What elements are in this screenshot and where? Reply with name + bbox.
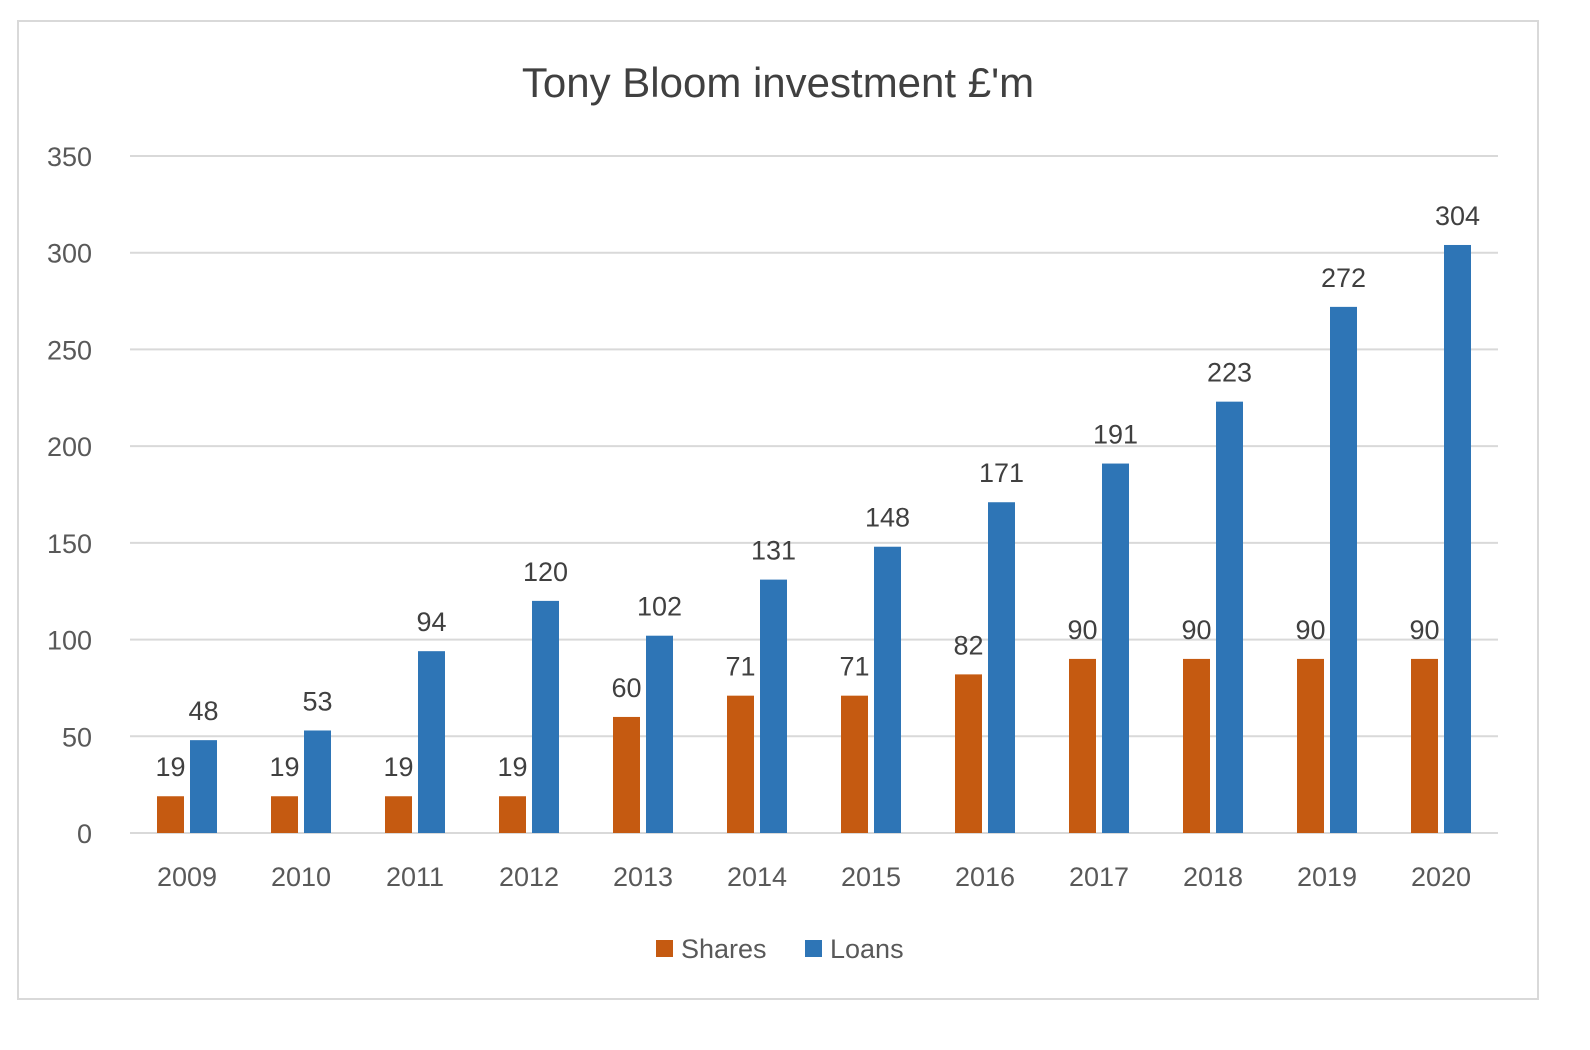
- bar-loans: [1444, 244, 1471, 833]
- data-label: 90: [1295, 615, 1325, 645]
- x-tick-label: 2016: [955, 862, 1015, 892]
- data-label: 102: [637, 592, 682, 622]
- data-label: 19: [155, 752, 185, 782]
- legend-swatch: [656, 940, 673, 957]
- data-label: 148: [865, 503, 910, 533]
- bar-shares: [841, 695, 868, 833]
- data-label: 60: [611, 673, 641, 703]
- bar-loans: [418, 651, 445, 833]
- data-label: 19: [383, 752, 413, 782]
- y-tick-label: 50: [62, 722, 92, 752]
- y-tick-label: 150: [47, 529, 92, 559]
- data-label: 71: [725, 652, 755, 682]
- bar-loans: [1330, 306, 1357, 834]
- y-axis: 0 50 100 150 200 250 300 350: [47, 142, 92, 849]
- bar-loans: [874, 546, 901, 833]
- legend-entry: Shares: [681, 934, 767, 964]
- x-tick-label: 2015: [841, 862, 901, 892]
- bar-shares: [1183, 658, 1210, 833]
- legend-entry: Loans: [830, 934, 904, 964]
- bar-shares: [385, 796, 412, 833]
- y-tick-label: 200: [47, 432, 92, 462]
- bar-shares: [271, 796, 298, 833]
- x-tick-label: 2011: [386, 862, 444, 892]
- bar-shares: [955, 674, 982, 833]
- data-label: 19: [497, 752, 527, 782]
- data-label: 90: [1181, 615, 1211, 645]
- y-tick-label: 350: [47, 142, 92, 172]
- legend-swatch: [805, 940, 822, 957]
- data-label: 120: [523, 557, 568, 587]
- data-label: 94: [416, 607, 446, 637]
- y-tick-label: 100: [47, 626, 92, 656]
- x-tick-label: 2020: [1411, 862, 1471, 892]
- data-label: 53: [302, 686, 332, 716]
- legend: Shares Loans: [656, 934, 904, 964]
- bar-loans: [304, 730, 331, 833]
- data-label: 171: [979, 458, 1024, 488]
- bar-shares: [727, 695, 754, 833]
- data-label: 272: [1321, 263, 1366, 293]
- bar-shares: [613, 716, 640, 833]
- data-label: 90: [1067, 615, 1097, 645]
- bar-loans: [646, 635, 673, 833]
- data-label: 19: [269, 752, 299, 782]
- data-label: 90: [1409, 615, 1439, 645]
- bar-loans: [532, 600, 559, 833]
- gridlines: [130, 155, 1498, 834]
- bar-loans: [1102, 463, 1129, 833]
- x-tick-label: 2013: [613, 862, 673, 892]
- x-tick-label: 2017: [1069, 862, 1129, 892]
- chart-title: Tony Bloom investment £'m: [522, 59, 1034, 106]
- bar-shares: [499, 796, 526, 833]
- x-tick-label: 2014: [727, 862, 787, 892]
- data-label: 131: [751, 536, 796, 566]
- data-label: 48: [188, 696, 218, 726]
- bar-shares: [1069, 658, 1096, 833]
- bar-shares: [157, 796, 184, 833]
- data-label: 304: [1435, 201, 1480, 231]
- data-label: 223: [1207, 358, 1252, 388]
- x-tick-label: 2009: [157, 862, 217, 892]
- x-tick-label: 2018: [1183, 862, 1243, 892]
- x-axis: 2009 2010 2011 2012 2013 2014 2015 2016 2017 2018…: [157, 862, 1471, 892]
- y-tick-label: 250: [47, 335, 92, 365]
- y-tick-label: 0: [77, 819, 92, 849]
- x-tick-label: 2010: [271, 862, 331, 892]
- bar-loans: [190, 740, 217, 833]
- data-label: 191: [1093, 420, 1138, 450]
- data-label: 71: [839, 652, 869, 682]
- bar-shares: [1297, 658, 1324, 833]
- bar-loans: [1216, 401, 1243, 833]
- bars: [157, 244, 1471, 834]
- x-tick-label: 2019: [1297, 862, 1357, 892]
- x-tick-label: 2012: [499, 862, 559, 892]
- y-tick-label: 300: [47, 239, 92, 269]
- bar-shares: [1411, 658, 1438, 833]
- bar-loans: [988, 502, 1015, 833]
- data-label: 82: [953, 630, 983, 660]
- chart-frame: [17, 20, 1539, 1000]
- bar-loans: [760, 579, 787, 833]
- data-labels: 1948195319941912060102711317114882171901…: [155, 201, 1480, 782]
